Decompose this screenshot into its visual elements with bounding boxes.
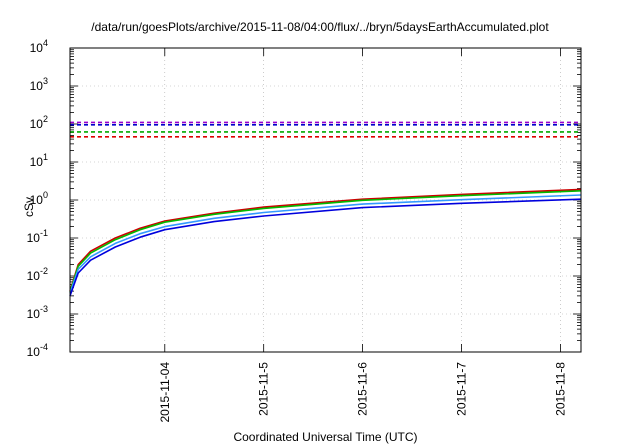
- x-tick-label: 2015-11-5: [257, 362, 271, 416]
- y-tick-label: 102: [30, 114, 48, 131]
- y-tick-label: 10-2: [27, 266, 48, 283]
- y-tick-label: 10-4: [27, 342, 48, 359]
- series-line: [69, 198, 582, 297]
- y-tick-label: 101: [30, 152, 48, 169]
- y-tick-label: 104: [30, 38, 48, 55]
- x-tick-label: 2015-11-04: [158, 362, 172, 423]
- chart-title: /data/run/goesPlots/archive/2015-11-08/0…: [91, 20, 549, 34]
- x-axis-label: Coordinated Universal Time (UTC): [233, 430, 418, 444]
- plot-frame: [69, 47, 582, 353]
- y-tick-label: 10-1: [27, 228, 48, 245]
- x-tick-label: 2015-11-7: [454, 362, 468, 416]
- series-line: [69, 190, 582, 293]
- x-tick-label: 2015-11-6: [356, 362, 370, 416]
- y-tick-label: 100: [30, 190, 48, 207]
- y-tick-label: 10-3: [27, 304, 48, 321]
- series-line: [69, 194, 582, 294]
- y-tick-label: 103: [30, 76, 48, 93]
- series-line: [69, 188, 582, 292]
- x-tick-label: 2015-11-8: [553, 362, 567, 416]
